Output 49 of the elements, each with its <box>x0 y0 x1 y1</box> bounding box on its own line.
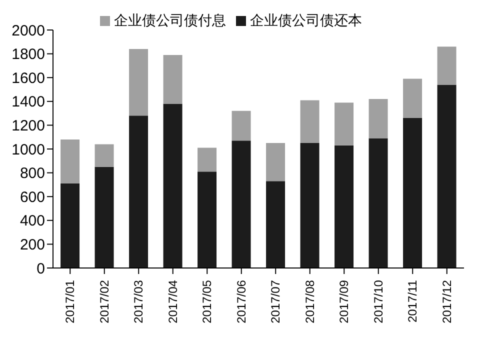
legend-label: 企业债公司债付息 <box>114 12 226 28</box>
bar <box>60 139 80 184</box>
x-tick-label: 2017/06 <box>234 280 248 324</box>
y-tick-label: 0 <box>36 260 45 278</box>
bar <box>94 144 114 167</box>
y-tick-label: 600 <box>20 188 45 206</box>
y-tick-label: 1400 <box>12 94 45 111</box>
x-tick-label: 2017/05 <box>200 280 214 324</box>
y-tick-label: 2000 <box>12 22 45 40</box>
x-tick-label: 2017/09 <box>337 280 352 324</box>
bar <box>232 140 251 268</box>
y-tick-label: 200 <box>20 236 45 254</box>
y-tick-label: 800 <box>20 165 45 182</box>
bar <box>266 181 286 268</box>
x-tick-label: 2017/08 <box>302 280 317 324</box>
bar <box>437 46 456 85</box>
bar <box>198 148 217 172</box>
bar <box>403 118 422 268</box>
x-tick-label: 2017/04 <box>166 280 180 324</box>
bar <box>94 166 114 268</box>
bar <box>129 49 148 116</box>
y-tick-label: 1200 <box>12 118 45 135</box>
bar <box>300 143 320 268</box>
y-tick-label: 1800 <box>12 46 45 64</box>
x-tick-label: 2017/10 <box>371 280 386 324</box>
bar <box>60 184 80 268</box>
y-tick-label: 1600 <box>12 70 45 87</box>
bar <box>334 102 354 146</box>
bar <box>300 100 320 144</box>
x-tick-label: 2017/07 <box>268 280 283 324</box>
legend-label: 企业债公司债还本 <box>250 12 362 28</box>
bar <box>368 138 388 268</box>
bar <box>232 110 251 141</box>
x-tick-label: 2017/03 <box>132 280 146 324</box>
bar <box>403 78 422 118</box>
bar <box>198 172 217 268</box>
y-tick-label: 400 <box>20 212 45 230</box>
x-tick-label: 2017/12 <box>440 280 454 324</box>
bar <box>163 54 182 104</box>
x-tick-label: 2017/02 <box>97 280 112 324</box>
x-tick-label: 2017/11 <box>406 280 420 322</box>
bar <box>368 99 388 138</box>
bar <box>163 104 182 268</box>
bar <box>266 143 286 182</box>
y-tick-label: 1000 <box>12 141 45 158</box>
x-tick-label: 2017/01 <box>63 280 78 324</box>
bar <box>334 145 354 268</box>
bar <box>129 116 148 268</box>
bar <box>437 84 456 268</box>
